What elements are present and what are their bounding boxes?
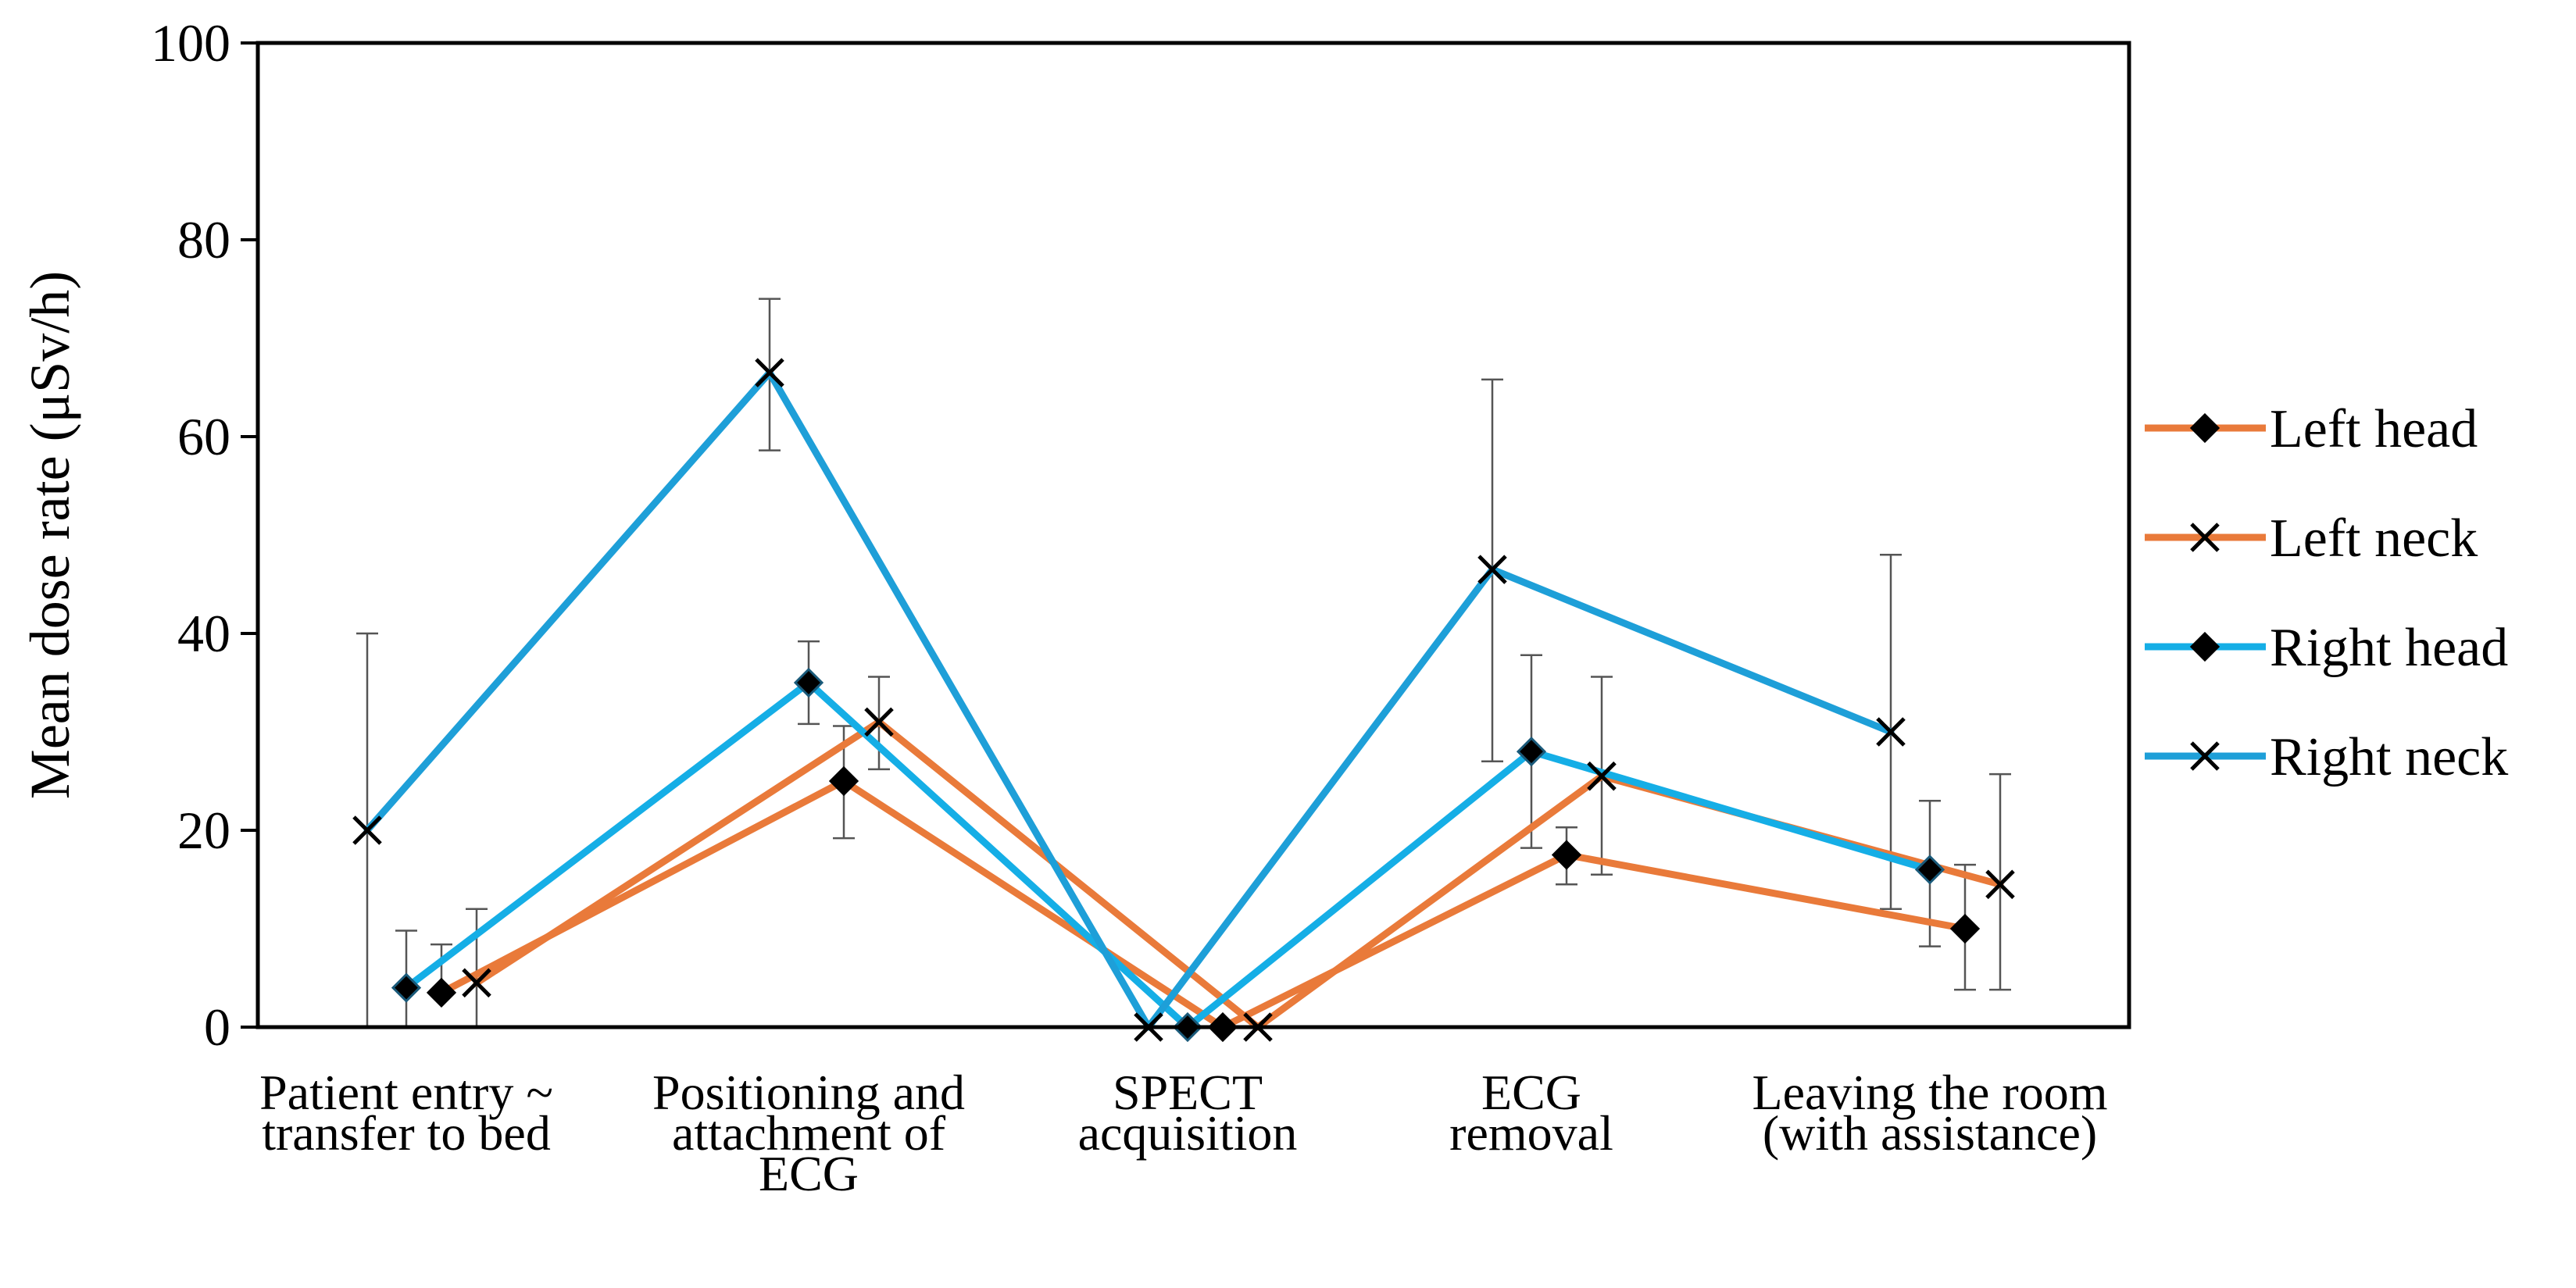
legend-label-left-neck: Left neck xyxy=(2270,508,2478,569)
marker-right-neck-5 xyxy=(1876,717,1906,747)
marker-left-head-5 xyxy=(1949,913,1981,944)
marker-right-head-4 xyxy=(1516,737,1547,767)
legend-marker-right-neck xyxy=(2190,741,2220,771)
marker-left-head-2 xyxy=(828,765,859,797)
x-category-label-3-line-2: acquisition xyxy=(1078,1105,1298,1161)
x-category-label-2-line-2: attachment of xyxy=(672,1105,946,1161)
y-tick-label-0: 0 xyxy=(204,997,230,1057)
legend-marker-left-neck xyxy=(2190,523,2220,552)
y-tick-label-80: 80 xyxy=(177,210,230,269)
legend-marker-right-head xyxy=(2189,631,2221,662)
x-category-label-2-line-1: Positioning and xyxy=(652,1065,965,1120)
x-axis-category-labels: Patient entry ~ transfer to bed Positionin… xyxy=(259,1065,2107,1201)
y-axis: 0 20 40 60 80 100 xyxy=(151,13,258,1057)
y-tick-label-60: 60 xyxy=(177,407,230,466)
marker-left-neck-2 xyxy=(864,707,894,737)
marker-right-head-2 xyxy=(793,667,824,698)
marker-left-neck-1 xyxy=(462,968,491,998)
marker-right-head-1 xyxy=(391,972,422,1003)
legend-label-right-neck: Right neck xyxy=(2270,727,2508,787)
x-category-label-4-line-2: removal xyxy=(1449,1105,1613,1161)
x-category-label-3-line-1: SPECT xyxy=(1113,1065,1263,1120)
marker-right-neck-2 xyxy=(755,358,784,387)
y-tick-label-20: 20 xyxy=(177,801,230,860)
x-category-label-4: ECG removal xyxy=(1449,1065,1613,1161)
plot-frame xyxy=(255,41,2131,1029)
legend-label-right-head: Right head xyxy=(2270,618,2508,678)
x-category-label-3: SPECT acquisition xyxy=(1078,1065,1298,1161)
x-category-label-1-line-1: Patient entry ~ xyxy=(259,1065,553,1120)
x-category-label-5-line-1: Leaving the room xyxy=(1752,1065,2108,1120)
x-category-label-1-line-2: transfer to bed xyxy=(262,1105,551,1161)
marker-right-neck-4 xyxy=(1477,555,1507,584)
marker-left-head-4 xyxy=(1551,840,1582,870)
legend: Left head Left neck Right head Right neck xyxy=(2145,399,2508,787)
legend-marker-left-head xyxy=(2189,412,2221,444)
x-category-label-5-line-2: (with assistance) xyxy=(1763,1105,2097,1161)
x-category-label-1: Patient entry ~ transfer to bed xyxy=(259,1065,553,1161)
y-tick-label-40: 40 xyxy=(177,604,230,663)
marker-right-head-5 xyxy=(1914,855,1945,885)
marker-left-head-1 xyxy=(426,977,457,1008)
y-axis-title: Mean dose rate (μSv/h) xyxy=(19,271,81,799)
marker-left-neck-5 xyxy=(1985,869,2015,900)
legend-label-left-head: Left head xyxy=(2270,399,2478,459)
y-tick-label-100: 100 xyxy=(151,13,230,73)
x-category-label-5: Leaving the room (with assistance) xyxy=(1752,1065,2108,1161)
marker-left-neck-4 xyxy=(1587,761,1617,791)
marker-right-neck-1 xyxy=(352,815,382,845)
x-category-label-2: Positioning and attachment of ECG xyxy=(652,1065,965,1201)
x-category-label-4-line-1: ECG xyxy=(1481,1065,1581,1120)
x-category-label-2-line-3: ECG xyxy=(759,1146,859,1201)
